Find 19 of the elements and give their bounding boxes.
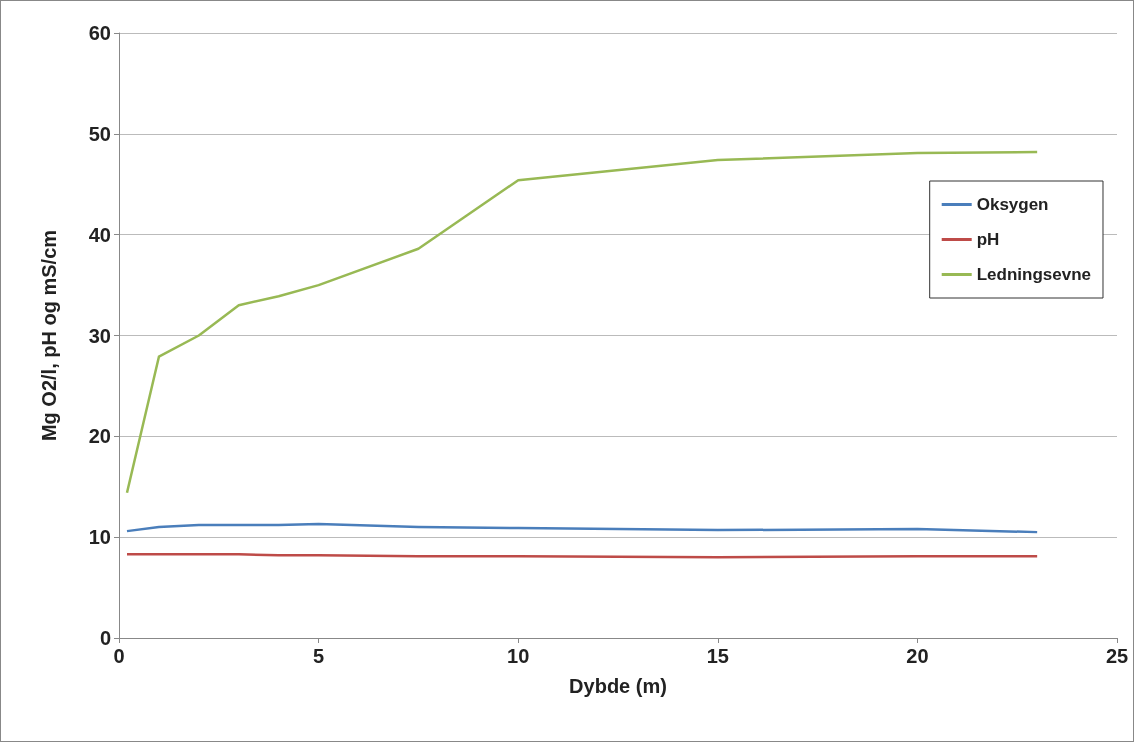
x-tick-label: 0 xyxy=(113,645,125,667)
y-axis-title: Mg O2/l, pH og mS/cm xyxy=(38,229,60,442)
x-tick-label: 20 xyxy=(906,645,929,667)
line-series xyxy=(125,522,1039,534)
x-tick-label: 15 xyxy=(706,645,729,667)
y-tick-label: 0 xyxy=(99,627,111,649)
y-tick-label: 10 xyxy=(88,526,111,549)
y-tick-label: 20 xyxy=(88,425,111,448)
legend-label: pH xyxy=(976,230,1000,249)
x-tick-label: 5 xyxy=(313,645,325,667)
y-tick-label: 30 xyxy=(88,324,111,347)
legend-label: Oksygen xyxy=(976,195,1049,214)
x-tick-label: 25 xyxy=(1105,645,1129,667)
y-tick-label: 60 xyxy=(88,22,111,44)
legend-label: Ledningsevne xyxy=(976,265,1092,284)
y-tick-label: 50 xyxy=(88,122,111,145)
x-tick-label: 10 xyxy=(507,645,530,667)
x-axis-title: Dybde (m) xyxy=(569,675,667,697)
y-tick-label: 40 xyxy=(88,223,111,246)
